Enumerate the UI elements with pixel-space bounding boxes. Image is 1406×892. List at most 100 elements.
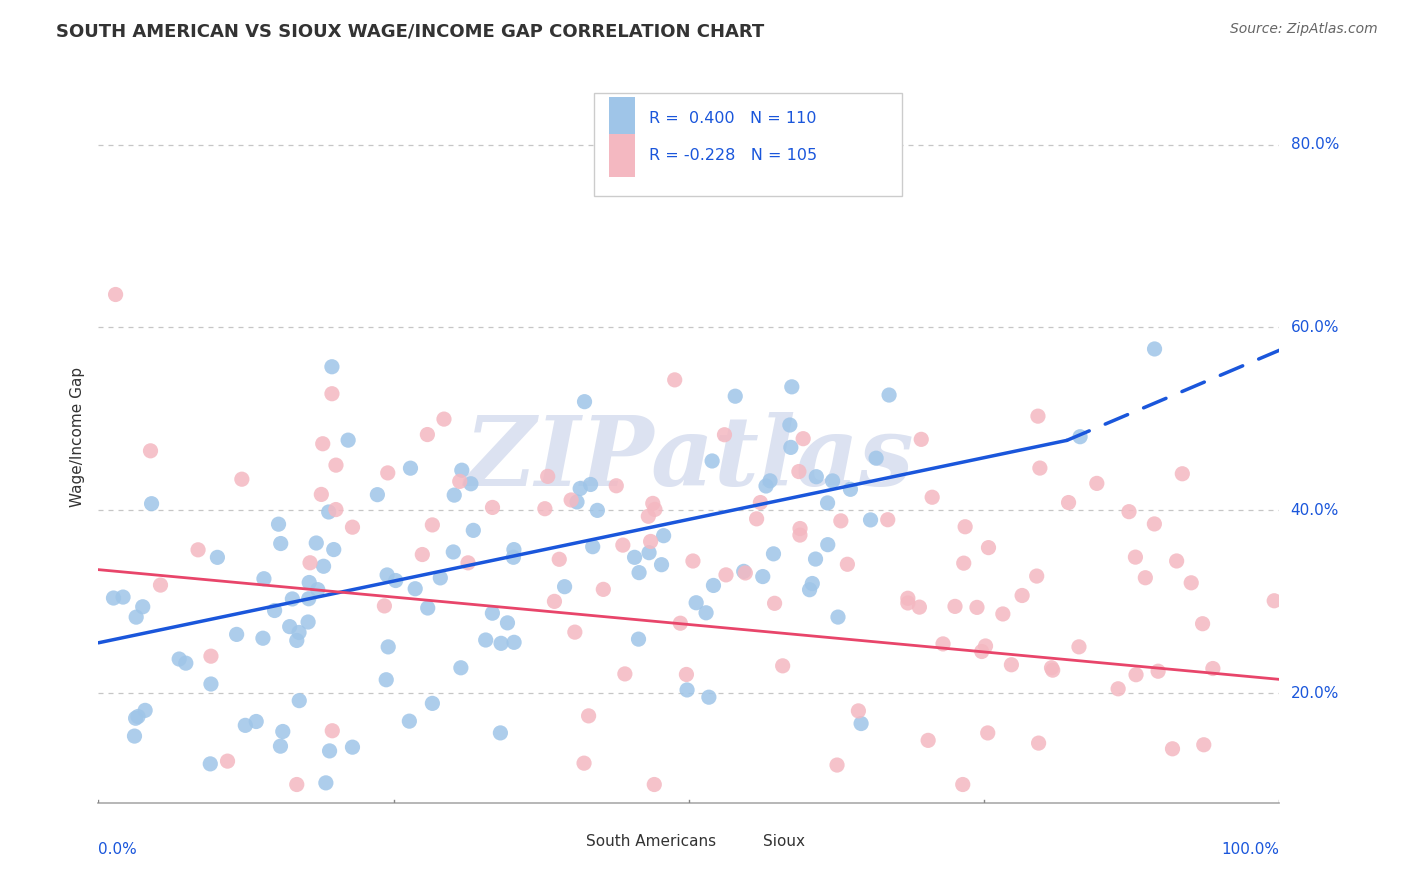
Point — [217, 754, 239, 768]
Point — [377, 466, 399, 480]
Point — [311, 487, 333, 501]
Point — [637, 509, 659, 524]
Point — [953, 520, 976, 534]
Point — [537, 469, 560, 483]
Point — [443, 488, 465, 502]
Point — [789, 528, 811, 542]
Point — [225, 627, 247, 641]
Point — [366, 488, 388, 502]
Point — [1191, 616, 1213, 631]
Point — [952, 556, 974, 570]
Point — [749, 495, 772, 509]
Point — [897, 591, 920, 606]
Point — [474, 633, 496, 648]
Point — [676, 682, 699, 697]
Point — [543, 594, 565, 608]
Text: 0.0%: 0.0% — [98, 842, 138, 856]
Point — [702, 578, 724, 592]
Point — [321, 723, 343, 738]
Point — [245, 714, 267, 729]
Point — [481, 500, 503, 515]
Point — [298, 591, 321, 606]
Point — [285, 778, 308, 792]
Point — [574, 394, 596, 409]
Point — [141, 497, 163, 511]
Bar — [609, 97, 634, 141]
Point — [700, 454, 723, 468]
Point — [325, 502, 347, 516]
Point — [643, 778, 665, 792]
Text: Source: ZipAtlas.com: Source: ZipAtlas.com — [1230, 22, 1378, 37]
Point — [269, 739, 291, 754]
Point — [1118, 505, 1140, 519]
Point — [849, 716, 872, 731]
Point — [377, 640, 399, 654]
Text: R = -0.228   N = 105: R = -0.228 N = 105 — [648, 148, 817, 163]
Point — [977, 541, 1000, 555]
Point — [1263, 593, 1285, 607]
Point — [564, 625, 586, 640]
Point — [278, 619, 301, 633]
Point — [578, 709, 600, 723]
Point — [548, 552, 571, 566]
Point — [641, 496, 664, 510]
Point — [932, 637, 955, 651]
Point — [305, 536, 328, 550]
Point — [579, 477, 602, 491]
Text: South Americans: South Americans — [586, 834, 716, 849]
Point — [285, 633, 308, 648]
Point — [859, 513, 882, 527]
Point — [449, 475, 471, 489]
Point — [433, 412, 456, 426]
Point — [1026, 409, 1049, 424]
Point — [253, 572, 276, 586]
Point — [652, 529, 675, 543]
Text: 40.0%: 40.0% — [1291, 503, 1339, 517]
Point — [321, 386, 343, 401]
Point — [267, 517, 290, 532]
Point — [644, 502, 666, 516]
Point — [124, 729, 146, 743]
Point — [149, 578, 172, 592]
Y-axis label: Wage/Income Gap: Wage/Income Gap — [69, 367, 84, 508]
Point — [457, 556, 479, 570]
Point — [231, 472, 253, 486]
Point — [908, 600, 931, 615]
Point — [398, 714, 420, 728]
Point — [481, 606, 503, 620]
Point — [342, 520, 364, 534]
Point — [1192, 738, 1215, 752]
Point — [612, 538, 634, 552]
Text: 80.0%: 80.0% — [1291, 137, 1339, 152]
Point — [450, 463, 472, 477]
Point — [321, 359, 343, 374]
Point — [1029, 461, 1052, 475]
Text: Sioux: Sioux — [763, 834, 806, 849]
Point — [943, 599, 966, 614]
Point — [489, 636, 512, 650]
Point — [827, 610, 849, 624]
Point — [865, 451, 887, 466]
Point — [801, 576, 824, 591]
Point — [991, 607, 1014, 621]
Point — [792, 432, 814, 446]
Text: SOUTH AMERICAN VS SIOUX WAGE/INCOME GAP CORRELATION CHART: SOUTH AMERICAN VS SIOUX WAGE/INCOME GAP … — [56, 22, 765, 40]
Point — [411, 548, 433, 562]
Point — [586, 503, 609, 517]
Point — [200, 677, 222, 691]
Point — [592, 582, 614, 597]
Point — [281, 591, 304, 606]
Point — [1171, 467, 1194, 481]
Point — [1085, 476, 1108, 491]
Point — [572, 756, 595, 771]
Point — [104, 287, 127, 301]
Point — [416, 601, 439, 615]
Point — [103, 591, 125, 605]
Point — [1125, 550, 1147, 565]
Point — [1125, 667, 1147, 681]
Point — [724, 389, 747, 403]
Point — [1040, 661, 1063, 675]
Point — [977, 726, 1000, 740]
Point — [685, 596, 707, 610]
Point — [422, 697, 444, 711]
